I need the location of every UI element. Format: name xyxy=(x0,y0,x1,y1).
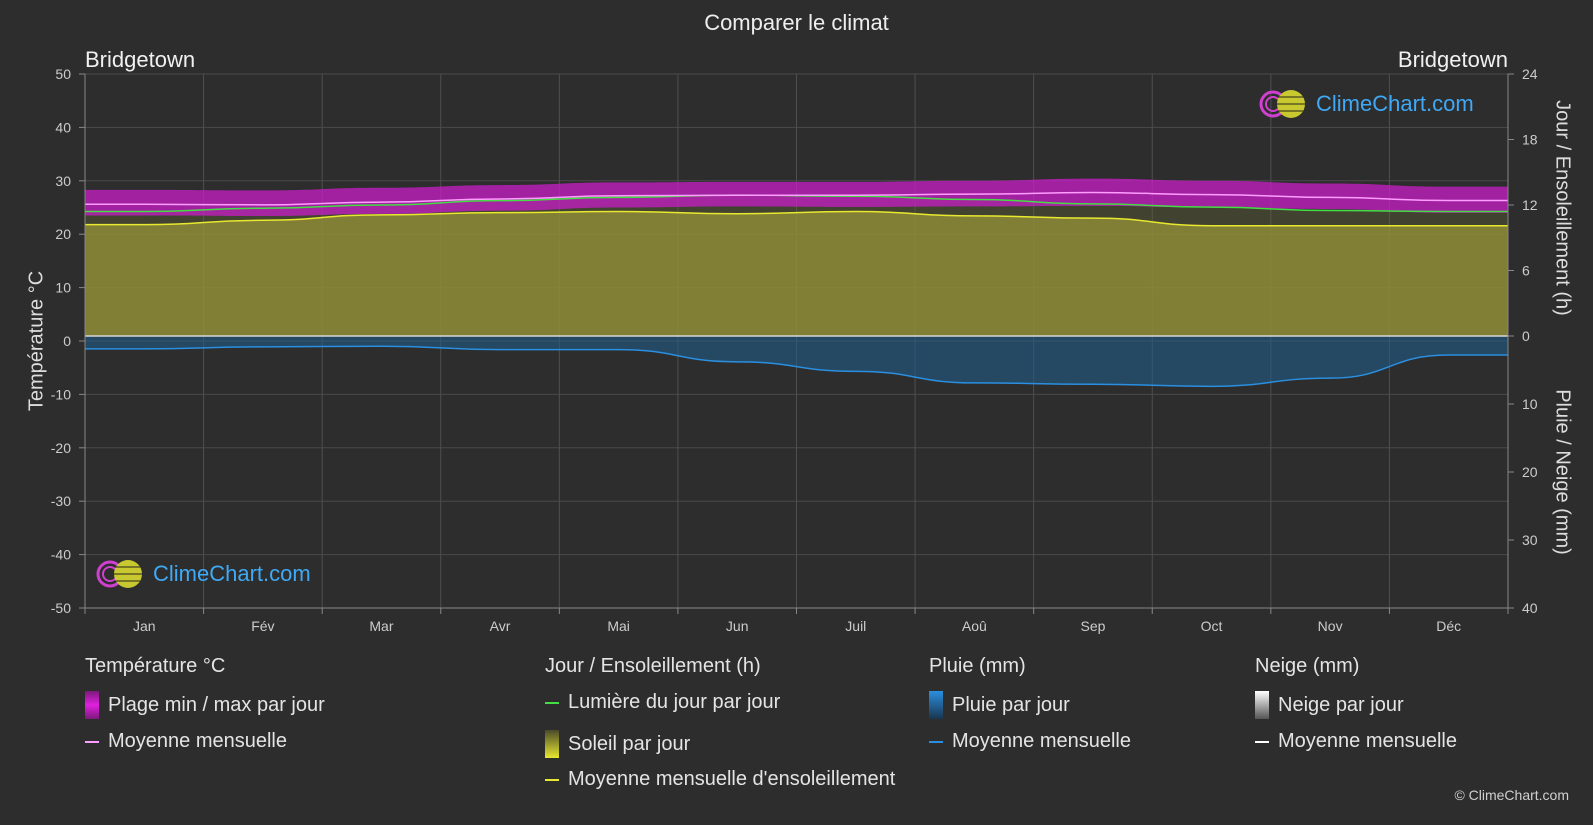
legend-rain-mean: Moyenne mensuelle xyxy=(929,730,1131,753)
brand-name: ClimeChart.com xyxy=(153,561,311,586)
snow-mean-swatch xyxy=(1255,740,1269,743)
left-axis-title: Température °C xyxy=(25,270,48,412)
y-right-hours-tick-label: 6 xyxy=(1522,263,1530,279)
climate-chart-svg: 50 40 30 20 10 0 -10 -20 -30 -40 -50 24 18 12 6 0 10 20 30… xyxy=(51,66,1538,634)
x-tick-label-2: Mar xyxy=(369,618,393,634)
legend-temp-mean-label: Moyenne mensuelle xyxy=(108,730,287,752)
legend-temp-mean: Moyenne mensuelle xyxy=(85,730,287,753)
legend-temp-range-label: Plage min / max par jour xyxy=(108,693,325,716)
legend-rain-daily-label: Pluie par jour xyxy=(952,693,1070,716)
sunshine-swatch xyxy=(545,730,559,758)
y-right-precip-tick-label: 40 xyxy=(1522,600,1538,616)
brand-logo-bottom[interactable]: ClimeChart.com xyxy=(95,558,311,590)
y-left-tick-label: 50 xyxy=(55,66,71,82)
legend-daylight: Lumière du jour par jour xyxy=(545,691,780,714)
legend-temp-range: Plage min / max par jour xyxy=(85,691,325,719)
y-right-hours-tick-label: 18 xyxy=(1522,132,1538,148)
legend-rain-daily: Pluie par jour xyxy=(929,691,1070,719)
rain-mean-swatch xyxy=(929,740,943,743)
temp-range-swatch xyxy=(85,691,99,719)
chart-title: Comparer le climat xyxy=(704,10,889,35)
x-tick-label-3: Avr xyxy=(490,618,511,634)
brand-name: ClimeChart.com xyxy=(1316,91,1474,116)
x-tick-label-0: Jan xyxy=(133,618,156,634)
temperature-mean-line xyxy=(85,191,1508,206)
sunshine-mean-line xyxy=(85,210,1508,227)
y-right-precip-tick-label: 30 xyxy=(1522,532,1538,548)
temp-mean-swatch xyxy=(85,740,99,743)
legend-rain-header: Pluie (mm) xyxy=(929,655,1026,677)
copyright: © ClimeChart.com xyxy=(1454,787,1569,803)
legend-snow-header: Neige (mm) xyxy=(1255,655,1360,677)
y-left-tick-label: 0 xyxy=(63,333,71,349)
y-right-precip-tick-label: 20 xyxy=(1522,464,1538,480)
x-tick-label-9: Oct xyxy=(1201,618,1223,634)
y-left-tick-label: 10 xyxy=(55,280,71,296)
sunshine-area xyxy=(85,211,1508,336)
legend-sun-mean: Moyenne mensuelle d'ensoleillement xyxy=(545,768,895,791)
legend-snow-mean: Moyenne mensuelle xyxy=(1255,730,1457,753)
brand-logo-top[interactable]: ClimeChart.com xyxy=(1258,88,1474,120)
x-tick-label-6: Juil xyxy=(845,618,866,634)
y-left-tick-label: 30 xyxy=(55,173,71,189)
legend-daylight-label: Lumière du jour par jour xyxy=(568,691,781,713)
snow-swatch xyxy=(1255,691,1269,719)
rain-area xyxy=(85,336,1508,387)
legend-sunshine-label: Soleil par jour xyxy=(568,732,691,755)
legend-sunshine: Soleil par jour xyxy=(545,730,690,758)
y-left-tick-label: -20 xyxy=(51,440,71,456)
y-right-hours-tick-label: 24 xyxy=(1522,66,1538,82)
location-left: Bridgetown xyxy=(85,47,196,72)
legend-rain-mean-label: Moyenne mensuelle xyxy=(952,730,1131,752)
brand-globe-icon xyxy=(96,560,142,588)
x-tick-label-11: Déc xyxy=(1436,618,1461,634)
y-left-tick-label: -10 xyxy=(51,386,71,402)
legend-snow-mean-label: Moyenne mensuelle xyxy=(1278,730,1457,752)
brand-globe-icon xyxy=(1259,90,1305,118)
location-right: Bridgetown xyxy=(1397,47,1508,72)
legend-sun-mean-label: Moyenne mensuelle d'ensoleillement xyxy=(568,768,896,790)
y-right-hours-tick-label: 12 xyxy=(1522,197,1538,213)
x-tick-label-7: Aoû xyxy=(962,618,987,634)
rain-mean-line xyxy=(85,345,1508,388)
daylight-swatch xyxy=(545,701,559,704)
daylight-area xyxy=(85,195,1508,336)
y-left-tick-label: -40 xyxy=(51,547,71,563)
y-right-hours-tick-label: 0 xyxy=(1522,328,1530,344)
rain-swatch xyxy=(929,691,943,719)
x-tick-label-8: Sep xyxy=(1080,618,1105,634)
x-tick-label-4: Mai xyxy=(607,618,630,634)
sun-mean-swatch xyxy=(545,778,559,781)
legend-temperature-header: Température °C xyxy=(85,655,226,677)
right-bottom-axis-title: Pluie / Neige (mm) xyxy=(1551,389,1574,555)
y-left-tick-label: 20 xyxy=(55,226,71,242)
y-left-tick-label: -50 xyxy=(51,600,71,616)
legend-sun-header: Jour / Ensoleillement (h) xyxy=(545,655,761,677)
x-tick-label-10: Nov xyxy=(1318,618,1343,634)
x-tick-label-5: Jun xyxy=(726,618,749,634)
right-top-axis-title: Jour / Ensoleillement (h) xyxy=(1551,100,1574,316)
y-left-tick-label: -30 xyxy=(51,493,71,509)
y-right-precip-tick-label: 10 xyxy=(1522,396,1538,412)
x-tick-label-1: Fév xyxy=(251,618,274,634)
temperature-range-band xyxy=(85,178,1508,217)
legend-snow-daily: Neige par jour xyxy=(1255,691,1404,719)
y-left-tick-label: 40 xyxy=(55,119,71,135)
legend-snow-daily-label: Neige par jour xyxy=(1278,693,1404,716)
